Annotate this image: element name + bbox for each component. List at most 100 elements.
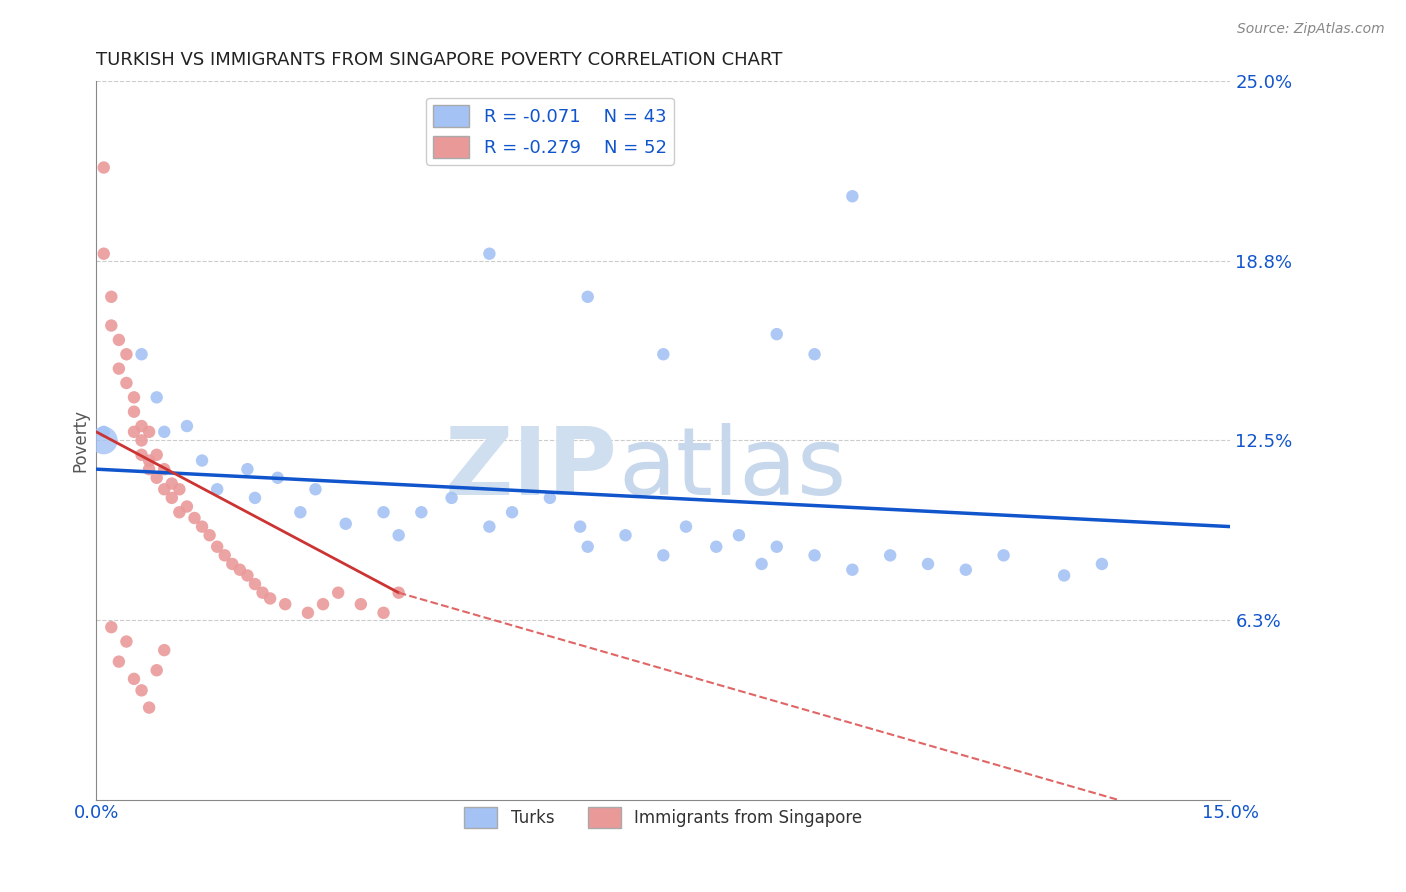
Point xyxy=(198,528,221,542)
Point xyxy=(205,483,228,497)
Point xyxy=(993,549,1015,563)
Point xyxy=(501,505,523,519)
Point xyxy=(122,405,145,419)
Point xyxy=(229,563,252,577)
Point xyxy=(373,505,395,519)
Point xyxy=(145,390,167,404)
Point xyxy=(214,549,236,563)
Point xyxy=(145,448,167,462)
Point xyxy=(411,505,433,519)
Point xyxy=(108,361,131,376)
Point xyxy=(841,189,863,203)
Legend: Turks, Immigrants from Singapore: Turks, Immigrants from Singapore xyxy=(457,801,869,834)
Point xyxy=(728,528,751,542)
Point xyxy=(751,557,773,571)
Point xyxy=(328,585,350,599)
Point xyxy=(108,655,131,669)
Point xyxy=(252,585,274,599)
Point xyxy=(236,568,259,582)
Point xyxy=(803,347,825,361)
Point xyxy=(538,491,561,505)
Point xyxy=(138,453,160,467)
Point xyxy=(1091,557,1114,571)
Point xyxy=(652,347,675,361)
Point xyxy=(153,643,176,657)
Point xyxy=(243,577,266,591)
Point xyxy=(675,519,697,533)
Point xyxy=(93,425,115,439)
Point xyxy=(191,453,214,467)
Text: TURKISH VS IMMIGRANTS FROM SINGAPORE POVERTY CORRELATION CHART: TURKISH VS IMMIGRANTS FROM SINGAPORE POV… xyxy=(96,51,783,69)
Point xyxy=(841,563,863,577)
Point xyxy=(478,519,501,533)
Point xyxy=(131,683,153,698)
Point xyxy=(138,425,160,439)
Point xyxy=(803,549,825,563)
Point xyxy=(274,597,297,611)
Point xyxy=(122,672,145,686)
Point xyxy=(259,591,281,606)
Point xyxy=(138,462,160,476)
Point xyxy=(205,540,228,554)
Point xyxy=(160,491,183,505)
Point xyxy=(153,425,176,439)
Point xyxy=(388,585,411,599)
Point xyxy=(145,471,167,485)
Text: ZIP: ZIP xyxy=(446,423,619,516)
Point xyxy=(122,390,145,404)
Point xyxy=(297,606,319,620)
Point xyxy=(221,557,243,571)
Point xyxy=(440,491,463,505)
Text: Source: ZipAtlas.com: Source: ZipAtlas.com xyxy=(1237,22,1385,37)
Point xyxy=(652,549,675,563)
Point xyxy=(153,462,176,476)
Point xyxy=(93,434,115,448)
Point xyxy=(122,425,145,439)
Point xyxy=(917,557,939,571)
Point xyxy=(115,376,138,390)
Y-axis label: Poverty: Poverty xyxy=(72,409,89,472)
Point xyxy=(131,448,153,462)
Point xyxy=(131,434,153,448)
Point xyxy=(115,634,138,648)
Point xyxy=(169,483,191,497)
Point xyxy=(576,290,599,304)
Point xyxy=(236,462,259,476)
Point xyxy=(765,327,787,342)
Point xyxy=(614,528,637,542)
Point xyxy=(1053,568,1076,582)
Point xyxy=(100,290,122,304)
Point xyxy=(183,511,205,525)
Point xyxy=(879,549,901,563)
Point xyxy=(176,500,198,514)
Point xyxy=(100,620,122,634)
Point xyxy=(243,491,266,505)
Point xyxy=(108,333,131,347)
Point xyxy=(176,419,198,434)
Point xyxy=(131,347,153,361)
Point xyxy=(955,563,977,577)
Point xyxy=(169,505,191,519)
Point xyxy=(350,597,373,611)
Point xyxy=(704,540,727,554)
Point xyxy=(335,516,357,531)
Point xyxy=(576,540,599,554)
Point xyxy=(290,505,312,519)
Point xyxy=(131,419,153,434)
Point xyxy=(569,519,592,533)
Point xyxy=(100,318,122,333)
Point xyxy=(304,483,326,497)
Point xyxy=(266,471,288,485)
Point xyxy=(115,347,138,361)
Point xyxy=(191,519,214,533)
Point xyxy=(373,606,395,620)
Point xyxy=(765,540,787,554)
Point xyxy=(388,528,411,542)
Point xyxy=(93,161,115,175)
Point xyxy=(160,476,183,491)
Point xyxy=(145,663,167,677)
Point xyxy=(153,483,176,497)
Point xyxy=(312,597,335,611)
Text: atlas: atlas xyxy=(619,423,846,516)
Point xyxy=(93,246,115,260)
